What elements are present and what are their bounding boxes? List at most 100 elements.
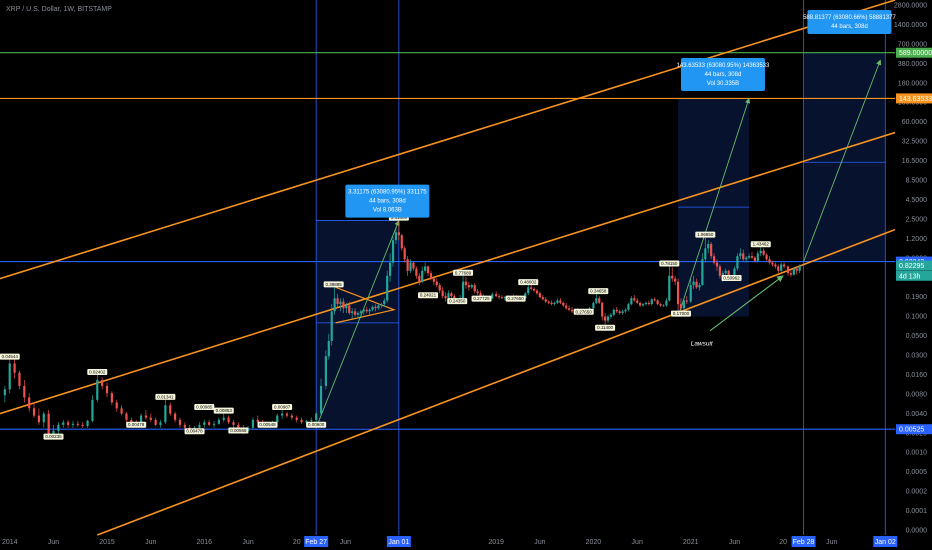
price-pin: 1.43462 [750,241,771,248]
candle-body [547,301,550,303]
y-tick-label: 4.5000 [906,197,928,204]
price-pin-label: 1.96850 [697,232,714,237]
candle-body [444,296,447,299]
price-pin-label: 0.00985 [196,404,213,409]
candle-body [28,397,31,409]
candle-body [110,393,113,403]
candle-body [798,265,801,271]
candle-body [707,244,710,249]
candle-body [644,302,648,305]
x-tick-label: 2021 [683,539,699,546]
candle-body [601,302,604,317]
axis-price-label: 4d 13h [896,270,932,281]
y-tick-label: 180.0000 [898,80,927,87]
price-pin-label: 0.01341 [157,394,174,399]
projection-arrow [315,220,400,428]
candle-body [562,302,565,306]
candle-body [441,290,444,297]
x-tick-label: Jun [534,539,545,546]
price-pin-label: 0.34658 [590,289,607,294]
candle-body [371,306,374,310]
price-pin: 0.00853 [213,407,234,414]
candle-body [624,309,627,312]
axis-price-text: 589.00000 [899,50,932,57]
price-pin-box [43,433,64,440]
candle-body [544,299,547,302]
triangle-pattern [335,286,397,324]
candle-body [383,300,386,305]
candle-body [750,256,754,258]
lawsuit-arrow [709,275,784,332]
candle-body [149,417,152,420]
candle-body [415,268,418,276]
axis-price-text: 0.00525 [899,427,924,434]
candle-body [753,257,757,261]
candle-body [18,372,21,386]
candle-body [656,300,659,305]
candle-body [285,413,289,416]
price-pin-box [272,403,293,410]
candle-body [212,423,216,425]
candle-body [630,298,633,305]
candle-body [503,297,506,299]
y-tick-label: 0.0300 [906,353,928,360]
channel-line [96,228,896,536]
candle-body [762,250,765,255]
candle-body [232,422,235,425]
price-pin-label: 0.00235 [45,434,62,439]
candle-body [524,293,527,299]
measure-callout-line: Vol 30.335B [707,81,739,87]
price-pin-box [87,368,108,375]
price-pin-box [453,269,474,276]
candle-body [532,288,536,291]
y-tick-label: 60.0000 [902,119,927,126]
candle-body [491,294,494,299]
candle-body [636,300,639,303]
candle-body [718,266,721,276]
candle-body [432,278,435,282]
price-pins-layer: 0.04544 0.00235 0.02402 0.00478 0.01341 0.004… [0,214,771,440]
y-tick-label: 0.0001 [906,508,928,515]
candle-body [550,302,553,305]
price-pin-label: 0.00548 [259,422,276,427]
price-pin-box [721,275,742,282]
candle-body [217,419,220,424]
candle-body [538,293,542,298]
y-tick-label: 0.0000 [906,528,928,535]
candle-body [295,417,298,420]
candle-body [105,385,109,394]
measure-callout-box [680,58,765,92]
candle-body [380,304,383,306]
candle-body [237,424,240,428]
candle-body [692,281,695,286]
candle-body [780,264,783,271]
candle-body [467,285,471,288]
y-tick-label: 0.1000 [906,314,928,321]
candle-body [276,415,279,423]
y-tick-label: 2800.0000 [894,3,927,10]
candle-body [169,405,172,414]
candle-body [86,420,89,426]
price-pin-box [750,241,771,248]
candle-body [733,268,736,277]
price-pin-label: 0.50962 [723,276,740,281]
candle-body [500,297,504,299]
candle-body [653,299,656,301]
axis-layer: 2800.0000 1400.0000 700.0000 380.0000 180.00… [2,3,932,547]
measure-callout-line: Vol 8.063B [373,208,402,214]
price-pin-box [595,324,616,331]
candle-body [570,309,574,312]
candle-body [319,385,323,414]
price-pin-label: 0.00987 [274,404,291,409]
price-pin-box [194,403,215,410]
candle-body [771,262,774,265]
price-pin-box [0,353,20,360]
candle-body [81,424,84,426]
candle-body [421,270,424,282]
candle-body [639,302,642,306]
candle-body [782,264,786,267]
candle-body [115,402,118,409]
candle-body [595,298,598,303]
